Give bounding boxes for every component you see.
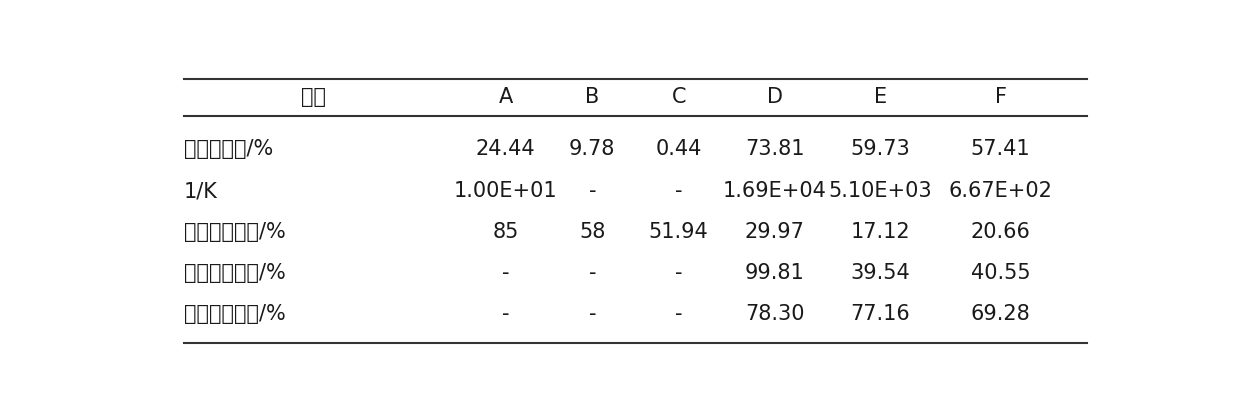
Text: 78.30: 78.30 [745,304,805,324]
Text: 73.81: 73.81 [745,139,805,159]
Text: 59.73: 59.73 [851,139,910,159]
Text: 29.97: 29.97 [745,222,805,242]
Text: 0.44: 0.44 [656,139,702,159]
Text: 85: 85 [492,222,520,242]
Text: 20.66: 20.66 [971,222,1030,242]
Text: 内毒素去除率/%: 内毒素去除率/% [184,263,285,283]
Text: 77.16: 77.16 [851,304,910,324]
Text: 杂蛋白去除率/%: 杂蛋白去除率/% [184,222,285,242]
Text: 40.55: 40.55 [971,263,1030,283]
Text: 99.81: 99.81 [745,263,805,283]
Text: -: - [589,263,596,283]
Text: 5.10E+03: 5.10E+03 [828,181,932,201]
Text: -: - [675,263,682,283]
Text: F: F [994,87,1007,107]
Text: 17.12: 17.12 [851,222,910,242]
Text: 24.44: 24.44 [476,139,536,159]
Text: 57.41: 57.41 [971,139,1030,159]
Text: 1.00E+01: 1.00E+01 [454,181,558,201]
Text: -: - [502,263,510,283]
Text: 噬菌体收率/%: 噬菌体收率/% [184,139,273,159]
Text: 58: 58 [579,222,605,242]
Text: A: A [498,87,513,107]
Text: 体系: 体系 [301,87,326,107]
Text: -: - [502,304,510,324]
Text: 6.67E+02: 6.67E+02 [949,181,1053,201]
Text: -: - [589,181,596,201]
Text: 51.94: 51.94 [649,222,708,242]
Text: E: E [874,87,887,107]
Text: -: - [589,304,596,324]
Text: 1/K: 1/K [184,181,218,201]
Text: 69.28: 69.28 [971,304,1030,324]
Text: 1.69E+04: 1.69E+04 [723,181,827,201]
Text: 9.78: 9.78 [569,139,615,159]
Text: 悬浮物去除率/%: 悬浮物去除率/% [184,304,285,324]
Text: D: D [766,87,782,107]
Text: -: - [675,304,682,324]
Text: 39.54: 39.54 [851,263,910,283]
Text: -: - [675,181,682,201]
Text: B: B [585,87,599,107]
Text: C: C [672,87,686,107]
